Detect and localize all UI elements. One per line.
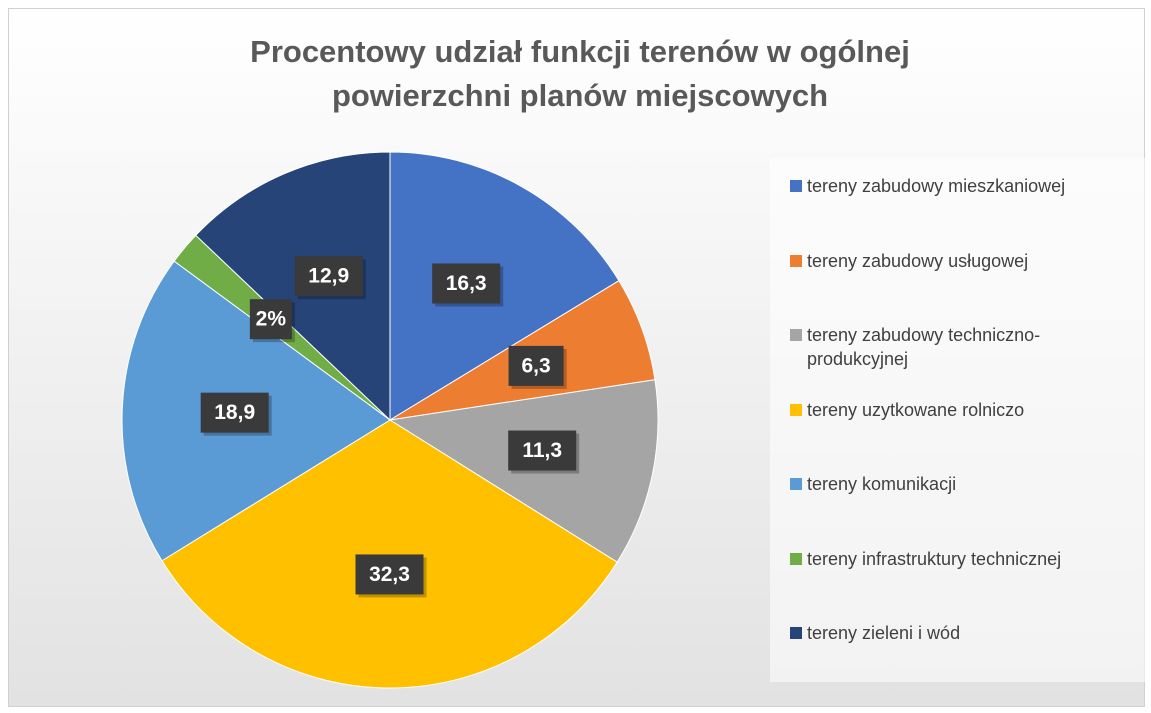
- legend: tereny zabudowy mieszkaniowej tereny zabu…: [770, 158, 1145, 682]
- data-label-box: [249, 299, 292, 340]
- data-label-box: [294, 256, 363, 297]
- data-label: 16,3: [446, 272, 487, 295]
- legend-swatch: [790, 478, 802, 490]
- pie-slice: [161, 419, 618, 689]
- legend-label: tereny uzytkowane rolniczo: [807, 399, 1025, 420]
- legend-swatch: [790, 627, 802, 639]
- legend-label: tereny infrastruktury technicznej: [807, 548, 1062, 569]
- legend-item: tereny zabudowy mieszkaniowej: [790, 174, 1135, 198]
- data-label-box: [355, 554, 424, 595]
- data-label: 12,9: [308, 265, 349, 288]
- data-label-box: [200, 392, 269, 433]
- data-label: 32,3: [369, 563, 410, 586]
- data-label-box: [508, 345, 564, 386]
- legend-item: tereny uzytkowane rolniczo: [790, 398, 1135, 422]
- data-label-box: [508, 430, 577, 471]
- chart-title: Procentowy udział funkcji terenów w ogól…: [250, 34, 910, 113]
- pie-slice: [388, 379, 659, 563]
- data-label: 11,3: [522, 439, 562, 462]
- legend-item: tereny zabudowy usługowej: [790, 249, 1135, 273]
- legend-item: tereny komunikacji: [790, 472, 1135, 496]
- legend-swatch: [790, 329, 802, 341]
- legend-swatch: [790, 180, 802, 192]
- legend-item: tereny zabudowy techniczno-produkcyjnej: [790, 323, 1135, 371]
- legend-label: tereny komunikacji: [807, 474, 957, 494]
- legend-swatch: [790, 403, 802, 416]
- data-label: 18,9: [214, 401, 255, 424]
- data-label-box: [432, 263, 501, 304]
- legend-swatch: [790, 254, 802, 267]
- data-label: 2%: [256, 308, 287, 331]
- legend-label: tereny zabudowy mieszkaniowej: [807, 176, 1066, 196]
- data-label: 6,3: [521, 354, 550, 377]
- legend-item: tereny infrastruktury technicznej: [790, 547, 1135, 571]
- legend-swatch: [790, 552, 802, 565]
- pie-slice: [195, 151, 391, 422]
- legend-label: tereny zabudowy techniczno-produkcyjnej: [807, 325, 1041, 369]
- legend-item: tereny zieleni i wód: [790, 621, 1135, 645]
- legend-label: tereny zieleni i wód: [807, 623, 961, 643]
- pie-slice: [389, 151, 620, 421]
- legend-label: tereny zabudowy usługowej: [807, 250, 1029, 271]
